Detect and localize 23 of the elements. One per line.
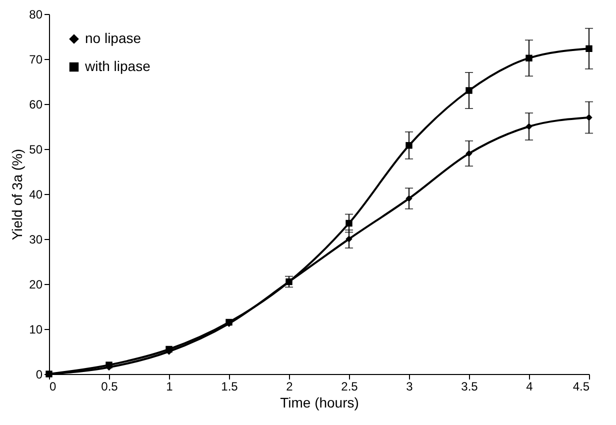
y-tick-label: 40 [29, 188, 43, 202]
y-tick-label: 0 [36, 368, 43, 382]
x-axis-title: Time (hours) [280, 394, 359, 410]
x-tick-label: 0 [50, 380, 56, 394]
legend-label: with lipase [84, 58, 151, 74]
y-tick-label: 70 [29, 52, 43, 66]
x-tick-label: 3.5 [461, 380, 478, 394]
x-tick-label: 1 [166, 380, 174, 394]
x-tick-label: 0.5 [101, 380, 118, 394]
x-tick-label: 2.5 [341, 380, 358, 394]
y-tick-label: 20 [29, 278, 43, 292]
x-tick-label: 3 [406, 380, 414, 394]
x-tick-label: 2 [286, 380, 294, 394]
x-tick-label: 4 [526, 380, 534, 394]
y-tick-label: 30 [29, 232, 43, 246]
legend-label: no lipase [85, 30, 142, 46]
y-tick-label: 80 [29, 8, 43, 22]
y-tick-label: 60 [29, 98, 43, 112]
y-tick-label: 10 [29, 322, 43, 336]
x-tick-label: 1.5 [221, 380, 238, 394]
x-tick-label: 4.5 [572, 380, 590, 394]
y-tick-label: 50 [29, 142, 43, 156]
y-axis-title: Yield of 3a (%) [9, 148, 26, 240]
